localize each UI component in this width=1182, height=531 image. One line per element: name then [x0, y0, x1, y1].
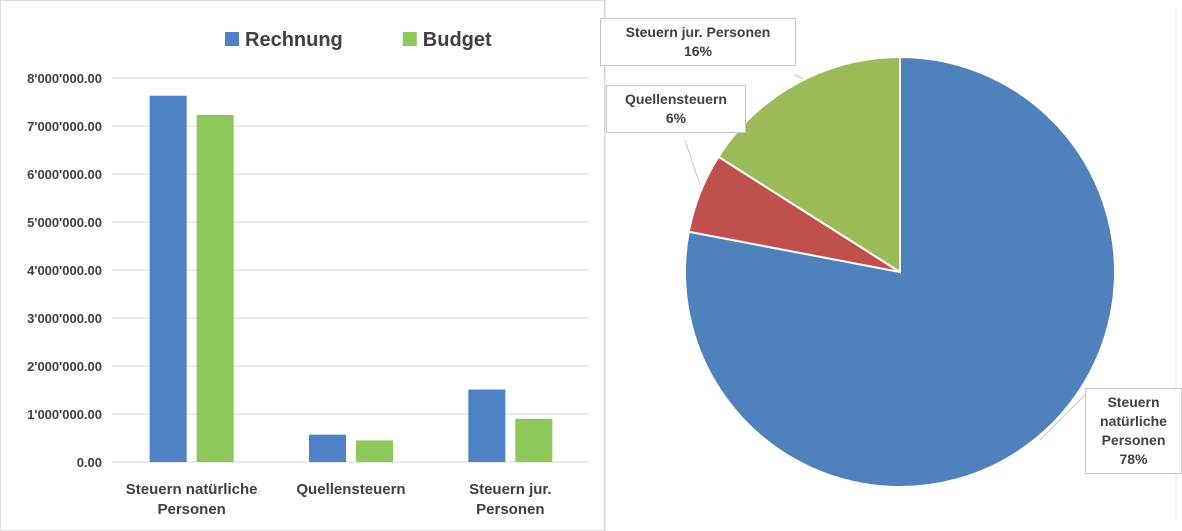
y-tick-label: 8'000'000.00 — [27, 71, 102, 86]
x-tick-label: Quellensteuern — [296, 481, 406, 498]
value-label: 6% — [665, 110, 687, 126]
data-label: Steuern natürliche Personen 78% — [1085, 388, 1182, 474]
leader-line — [684, 139, 701, 186]
bar — [356, 440, 393, 462]
legend-label: Budget — [423, 29, 492, 51]
legend-label: Rechnung — [245, 29, 343, 51]
bar — [149, 95, 187, 462]
x-tick-label: Steuern natürliche Personen — [125, 481, 258, 518]
y-tick-label: 0.00 — [77, 455, 102, 470]
x-tick-label: Steuern jur. Personen — [469, 481, 552, 518]
y-tick-label: 1'000'000.00 — [27, 407, 102, 422]
category-label: Steuern natürliche Personen — [1100, 394, 1167, 448]
y-tick-label: 3'000'000.00 — [27, 311, 102, 326]
bar — [468, 389, 506, 462]
data-label: Steuern jur. Personen 16% — [600, 18, 796, 66]
leader-line — [1039, 394, 1086, 441]
legend-swatch — [225, 32, 239, 46]
bar — [196, 114, 234, 463]
legend-swatch — [402, 32, 417, 46]
data-label: Quellensteuern 6% — [606, 85, 746, 133]
value-label: 78% — [1119, 451, 1148, 467]
pie-slice — [717, 55, 901, 274]
y-tick-label: 7'000'000.00 — [27, 119, 102, 134]
bar — [515, 418, 553, 462]
y-tick-label: 5'000'000.00 — [27, 215, 102, 230]
value-label: 16% — [683, 43, 713, 59]
y-tick-label: 2'000'000.00 — [27, 359, 102, 374]
category-label: Quellensteuern — [625, 91, 727, 107]
y-tick-label: 6'000'000.00 — [27, 167, 102, 182]
category-label: Steuern jur. Personen — [625, 24, 771, 40]
bar — [309, 434, 346, 462]
y-tick-label: 4'000'000.00 — [27, 263, 102, 278]
